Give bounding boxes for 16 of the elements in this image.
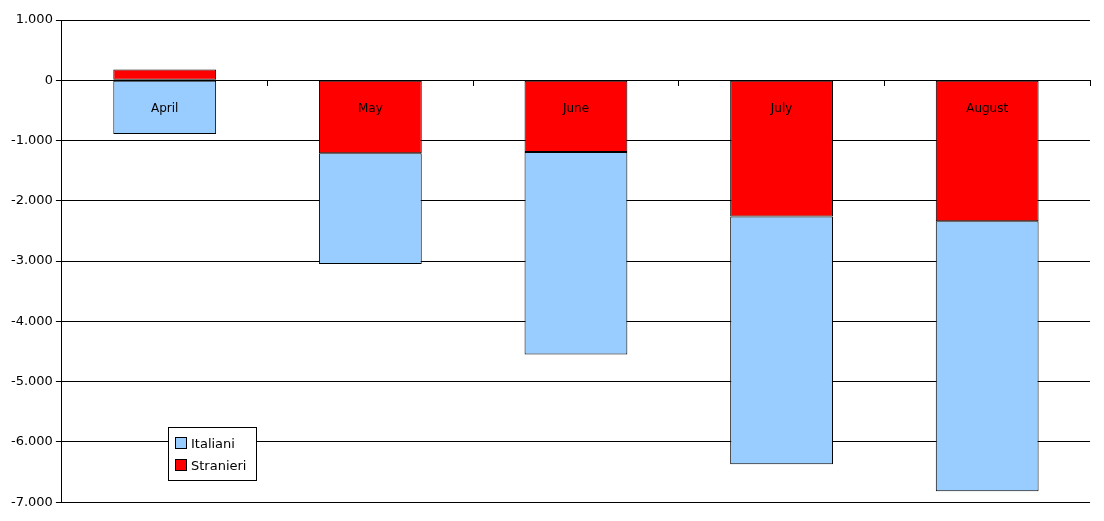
y-tick-label: -1.000 [10,131,53,147]
x-tick-label: June [561,101,590,116]
y-tick-label: 1.000 [15,11,53,27]
y-tick-label: -3.000 [10,252,53,268]
legend-label: Stranieri [191,457,247,473]
y-tick-label: 0 [44,71,53,87]
legend-label: Italiani [191,435,235,451]
y-tick-label: -7.000 [10,493,53,509]
y-tick-label: -2.000 [10,192,53,208]
y-tick-label: -5.000 [10,373,53,389]
x-tick-label: May [357,101,383,116]
y-tick-label: -4.000 [10,312,53,328]
y-tick-label: -6.000 [10,433,53,449]
x-tick-label: July [769,101,793,116]
x-tick-label: August [966,101,1009,116]
x-tick-label: April [151,101,179,116]
